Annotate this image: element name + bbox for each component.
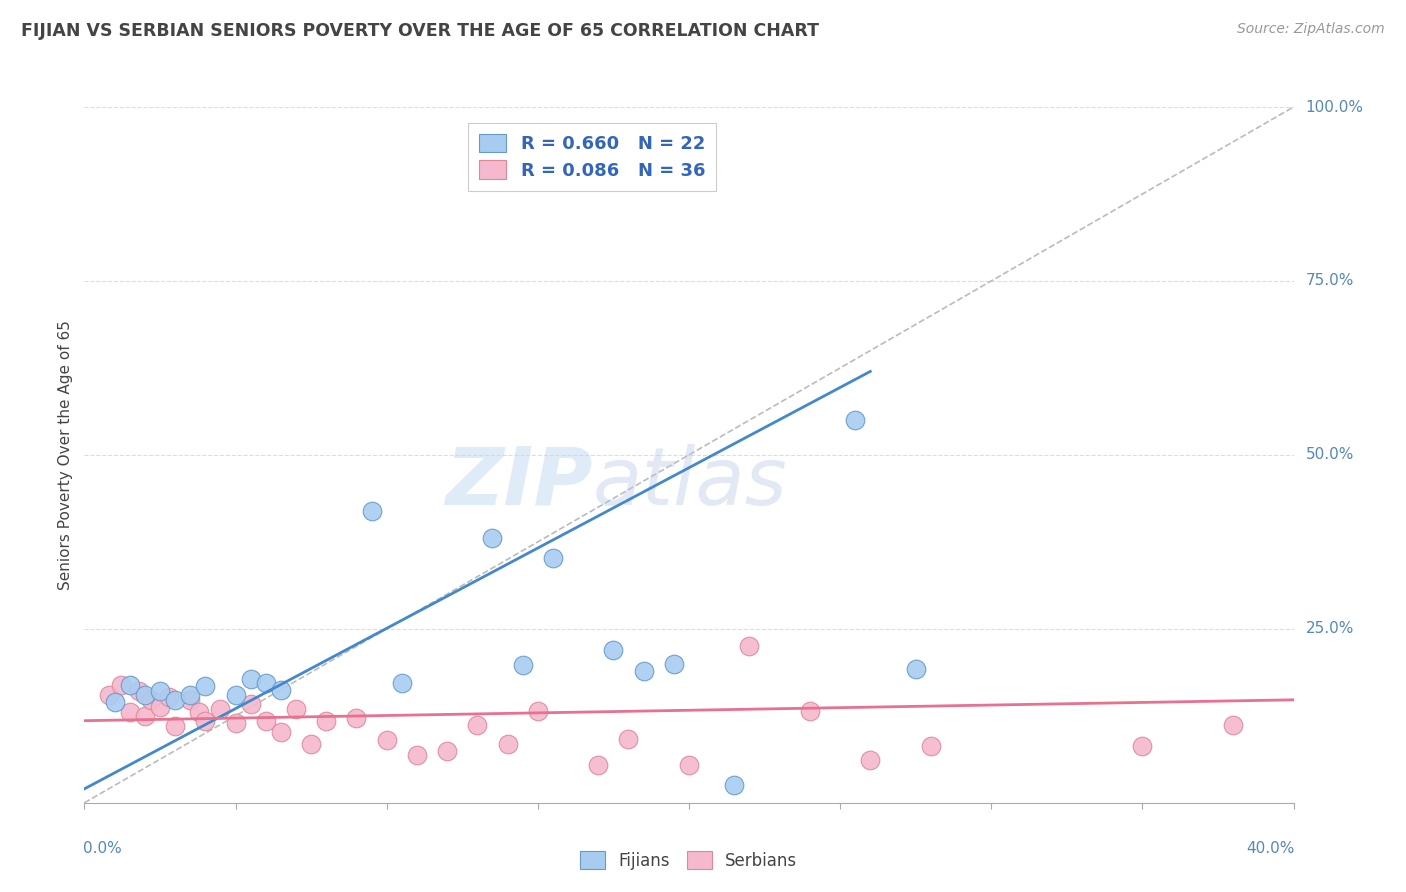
Point — [662, 657, 685, 671]
Point — [194, 714, 217, 728]
Point — [541, 550, 564, 565]
Point — [738, 639, 761, 653]
Point — [209, 702, 232, 716]
Point — [163, 719, 186, 733]
Point — [225, 688, 247, 702]
Point — [512, 658, 534, 673]
Point — [799, 704, 821, 718]
Point — [360, 503, 382, 517]
Text: ZIP: ZIP — [444, 443, 592, 522]
Point — [239, 697, 262, 711]
Point — [239, 672, 262, 686]
Point — [375, 733, 398, 747]
Text: FIJIAN VS SERBIAN SENIORS POVERTY OVER THE AGE OF 65 CORRELATION CHART: FIJIAN VS SERBIAN SENIORS POVERTY OVER T… — [21, 22, 820, 40]
Point — [315, 714, 337, 728]
Point — [904, 662, 927, 676]
Text: 40.0%: 40.0% — [1246, 841, 1295, 856]
Point — [134, 688, 156, 702]
Point — [149, 699, 172, 714]
Legend: Fijians, Serbians: Fijians, Serbians — [572, 843, 806, 878]
Point — [270, 724, 292, 739]
Point — [225, 715, 247, 730]
Point — [678, 757, 700, 772]
Point — [406, 748, 429, 763]
Point — [254, 714, 277, 728]
Point — [481, 532, 503, 546]
Y-axis label: Seniors Poverty Over the Age of 65: Seniors Poverty Over the Age of 65 — [58, 320, 73, 590]
Point — [284, 702, 308, 716]
Point — [859, 753, 882, 767]
Point — [723, 778, 745, 792]
Text: 25.0%: 25.0% — [1306, 622, 1354, 636]
Point — [436, 744, 458, 758]
Text: 50.0%: 50.0% — [1306, 448, 1354, 462]
Point — [157, 690, 180, 704]
Point — [254, 676, 277, 690]
Text: atlas: atlas — [592, 443, 787, 522]
Point — [270, 683, 292, 698]
Point — [467, 718, 489, 732]
Point — [194, 679, 217, 693]
Point — [588, 757, 610, 772]
Point — [1222, 718, 1244, 732]
Point — [134, 708, 156, 723]
Point — [1130, 739, 1153, 753]
Point — [346, 711, 368, 725]
Point — [104, 695, 127, 709]
Point — [118, 706, 141, 720]
Point — [110, 677, 132, 691]
Point — [149, 684, 172, 698]
Text: 0.0%: 0.0% — [83, 841, 122, 856]
Point — [179, 688, 201, 702]
Point — [139, 693, 162, 707]
Point — [920, 739, 942, 753]
Point — [188, 706, 211, 720]
Point — [496, 737, 519, 751]
Point — [128, 684, 150, 698]
Point — [602, 642, 624, 657]
Point — [299, 737, 322, 751]
Text: 100.0%: 100.0% — [1306, 100, 1364, 114]
Text: Source: ZipAtlas.com: Source: ZipAtlas.com — [1237, 22, 1385, 37]
Point — [617, 731, 640, 746]
Point — [163, 693, 186, 707]
Point — [633, 664, 655, 678]
Text: 75.0%: 75.0% — [1306, 274, 1354, 288]
Point — [118, 677, 141, 691]
Point — [97, 688, 120, 702]
Point — [844, 413, 866, 427]
Point — [391, 676, 413, 690]
Point — [526, 704, 548, 718]
Point — [179, 693, 201, 707]
